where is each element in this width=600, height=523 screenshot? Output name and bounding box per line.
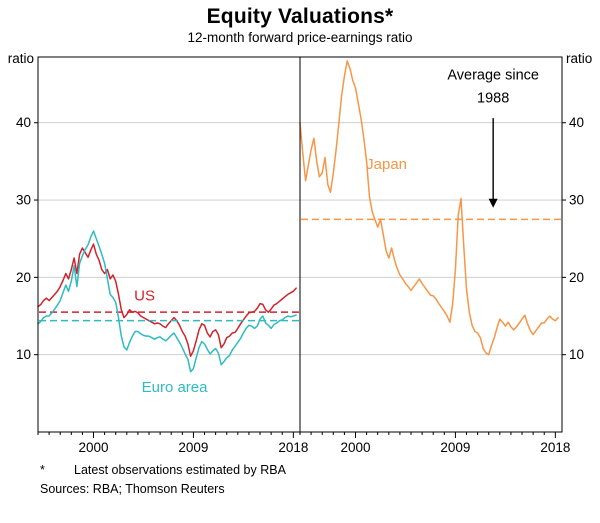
chart-title: Equity Valuations* xyxy=(206,5,394,28)
y-tick-label: 10 xyxy=(16,347,31,362)
footnote-text: Latest observations estimated by RBA xyxy=(74,463,286,477)
series-label-euro-area: Euro area xyxy=(142,379,209,396)
series-label-japan: Japan xyxy=(366,156,407,173)
y-tick-label: 30 xyxy=(569,193,584,208)
y-tick-label: 10 xyxy=(569,347,584,362)
y-tick-label: 20 xyxy=(569,270,584,285)
y-tick-label: 30 xyxy=(16,193,31,208)
x-tick-label: 2018 xyxy=(540,440,570,455)
footnote-marker: * xyxy=(40,463,45,477)
down-arrow-icon xyxy=(488,198,498,208)
y-tick-label: 40 xyxy=(16,115,31,130)
annotation-average-since-1988: 1988 xyxy=(477,91,509,107)
series-line-japan xyxy=(299,60,559,356)
x-tick-label: 2000 xyxy=(340,440,370,455)
y-axis-unit-left: ratio xyxy=(8,51,34,66)
sources-text: Sources: RBA; Thomson Reuters xyxy=(40,481,225,496)
x-tick-label: 2018 xyxy=(278,440,308,455)
annotation-average-since-1988: Average since xyxy=(447,67,539,83)
x-tick-label: 2009 xyxy=(178,440,208,455)
footnotes: * Latest observations estimated by RBA S… xyxy=(0,459,600,499)
series-line-euro-area xyxy=(37,230,297,373)
y-tick-label: 20 xyxy=(16,270,31,285)
series-line-us xyxy=(37,243,297,357)
series-label-us: US xyxy=(134,288,155,305)
x-tick-label: 2009 xyxy=(440,440,470,455)
y-axis-unit-right: ratio xyxy=(566,51,592,66)
y-tick-label: 40 xyxy=(569,115,584,130)
chart-canvas: US Euro area Japan Average since 1988 10 10 20 2… xyxy=(8,51,593,455)
equity-valuations-chart: US Euro area Japan Average since 1988 10 10 20 2… xyxy=(0,47,600,459)
chart-subtitle: 12-month forward price-earnings ratio xyxy=(187,30,413,45)
x-tick-label: 2000 xyxy=(78,440,108,455)
